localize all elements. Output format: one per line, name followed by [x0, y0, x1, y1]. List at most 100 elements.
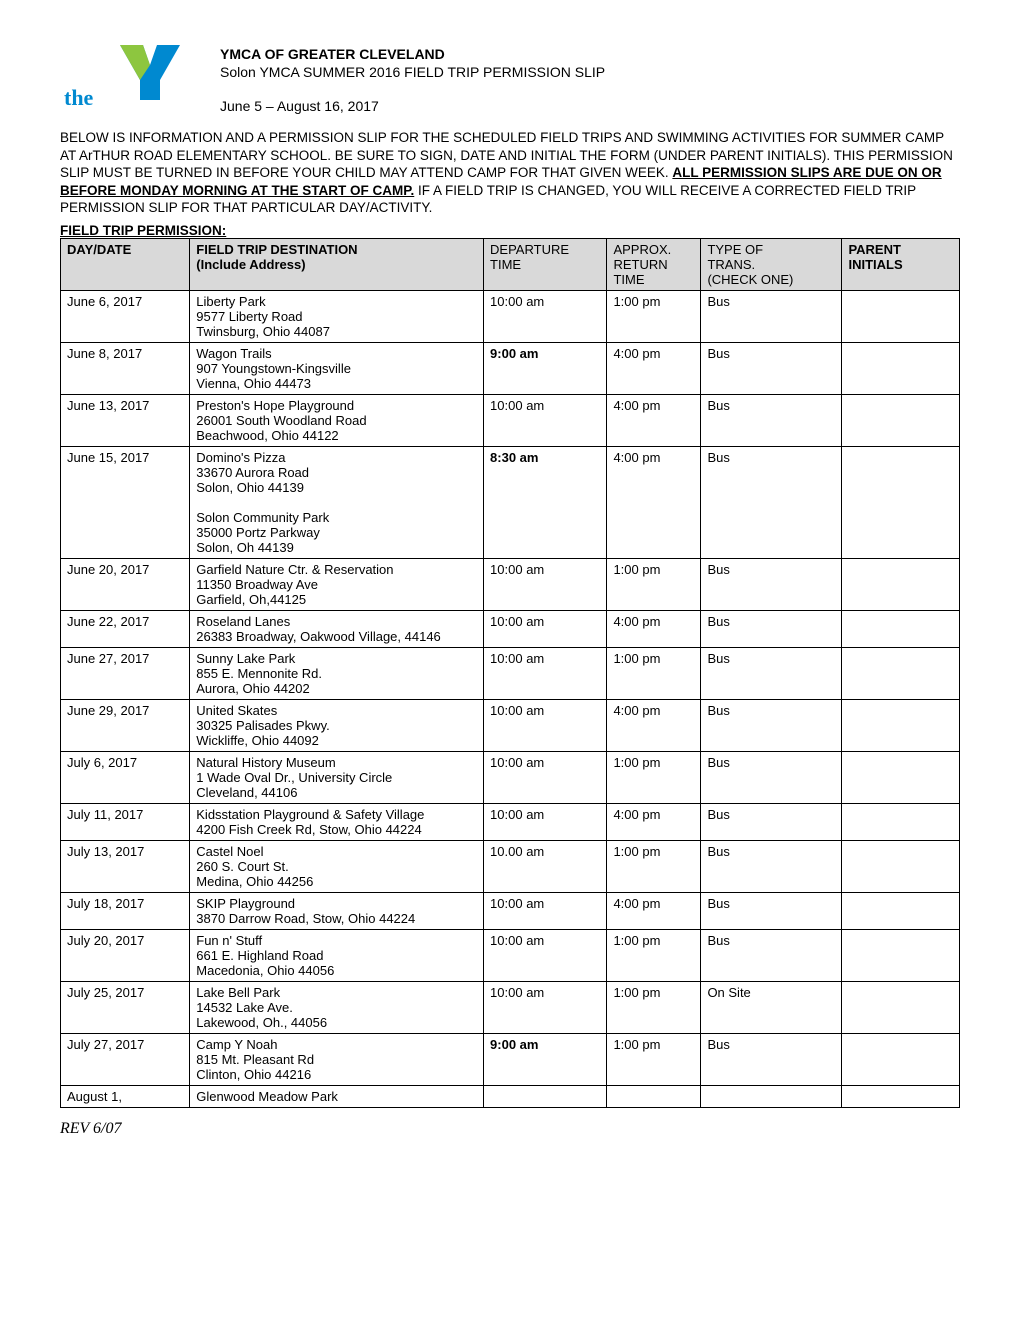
table-cell: 10:00 am [484, 699, 607, 751]
table-cell: 1:00 pm [607, 981, 701, 1033]
table-cell: Castel Noel260 S. Court St.Medina, Ohio … [190, 840, 484, 892]
intro-paragraph: BELOW IS INFORMATION AND A PERMISSION SL… [60, 129, 960, 217]
table-cell: 10:00 am [484, 981, 607, 1033]
table-row: July 6, 2017Natural History Museum1 Wade… [61, 751, 960, 803]
table-cell: United Skates30325 Palisades Pkwy.Wickli… [190, 699, 484, 751]
y-logo-icon [115, 40, 185, 115]
table-cell: Garfield Nature Ctr. & Reservation11350 … [190, 558, 484, 610]
table-cell: Bus [701, 558, 842, 610]
table-cell: June 22, 2017 [61, 610, 190, 647]
table-cell: 1:00 pm [607, 751, 701, 803]
table-cell [842, 892, 960, 929]
table-cell: 4:00 pm [607, 394, 701, 446]
table-cell: On Site [701, 981, 842, 1033]
table-cell [842, 699, 960, 751]
table-cell: Liberty Park9577 Liberty RoadTwinsburg, … [190, 290, 484, 342]
col-return: APPROX.RETURNTIME [607, 238, 701, 290]
table-cell: SKIP Playground3870 Darrow Road, Stow, O… [190, 892, 484, 929]
table-cell: June 29, 2017 [61, 699, 190, 751]
table-cell: 4:00 pm [607, 610, 701, 647]
section-label: FIELD TRIP PERMISSION: [60, 223, 960, 238]
table-cell: 10:00 am [484, 647, 607, 699]
table-cell: Lake Bell Park14532 Lake Ave.Lakewood, O… [190, 981, 484, 1033]
table-cell [842, 1033, 960, 1085]
table-cell: Sunny Lake Park855 E. Mennonite Rd.Auror… [190, 647, 484, 699]
table-cell: Bus [701, 840, 842, 892]
col-initials: PARENTINITIALS [842, 238, 960, 290]
table-cell [842, 803, 960, 840]
table-cell: June 20, 2017 [61, 558, 190, 610]
table-cell [842, 840, 960, 892]
org-title: YMCA OF GREATER CLEVELAND [220, 46, 605, 62]
table-cell: 10:00 am [484, 892, 607, 929]
table-cell: 10.00 am [484, 840, 607, 892]
table-cell: June 27, 2017 [61, 647, 190, 699]
table-cell: Bus [701, 342, 842, 394]
table-cell [842, 929, 960, 981]
table-cell: June 13, 2017 [61, 394, 190, 446]
table-row: June 27, 2017Sunny Lake Park855 E. Menno… [61, 647, 960, 699]
table-cell: 1:00 pm [607, 290, 701, 342]
table-cell: July 11, 2017 [61, 803, 190, 840]
table-cell: 4:00 pm [607, 803, 701, 840]
table-cell: 10:00 am [484, 803, 607, 840]
table-cell: Glenwood Meadow Park [190, 1085, 484, 1107]
col-date: DAY/DATE [61, 238, 190, 290]
table-row: June 22, 2017Roseland Lanes26383 Broadwa… [61, 610, 960, 647]
table-cell [842, 446, 960, 558]
table-cell: 4:00 pm [607, 699, 701, 751]
table-cell: Bus [701, 929, 842, 981]
table-cell: Bus [701, 803, 842, 840]
logo-the-text: the [64, 85, 93, 111]
table-cell [842, 290, 960, 342]
table-cell: 1:00 pm [607, 840, 701, 892]
table-cell: July 6, 2017 [61, 751, 190, 803]
table-cell: 9:00 am [484, 342, 607, 394]
table-cell: 1:00 pm [607, 558, 701, 610]
table-cell: June 15, 2017 [61, 446, 190, 558]
table-row: August 1,Glenwood Meadow Park [61, 1085, 960, 1107]
table-cell [842, 394, 960, 446]
table-row: July 27, 2017Camp Y Noah815 Mt. Pleasant… [61, 1033, 960, 1085]
table-cell: June 6, 2017 [61, 290, 190, 342]
table-row: July 13, 2017Castel Noel260 S. Court St.… [61, 840, 960, 892]
table-cell: Bus [701, 699, 842, 751]
table-cell: 9:00 am [484, 1033, 607, 1085]
table-cell: 10:00 am [484, 290, 607, 342]
table-cell [842, 751, 960, 803]
col-transport: TYPE OFTRANS.(CHECK ONE) [701, 238, 842, 290]
table-cell: Bus [701, 1033, 842, 1085]
table-body: June 6, 2017Liberty Park9577 Liberty Roa… [61, 290, 960, 1107]
table-cell [842, 647, 960, 699]
table-cell: Natural History Museum1 Wade Oval Dr., U… [190, 751, 484, 803]
table-row: July 11, 2017Kidsstation Playground & Sa… [61, 803, 960, 840]
table-cell: August 1, [61, 1085, 190, 1107]
table-cell: Bus [701, 394, 842, 446]
table-cell [842, 1085, 960, 1107]
table-cell [484, 1085, 607, 1107]
table-cell: 10:00 am [484, 929, 607, 981]
table-cell: Kidsstation Playground & Safety Village4… [190, 803, 484, 840]
table-row: June 13, 2017 Preston's Hope Playground2… [61, 394, 960, 446]
table-cell: 10:00 am [484, 394, 607, 446]
table-cell [842, 981, 960, 1033]
table-header: DAY/DATE FIELD TRIP DESTINATION(Include … [61, 238, 960, 290]
table-cell [701, 1085, 842, 1107]
table-cell: Wagon Trails907 Youngstown-KingsvilleVie… [190, 342, 484, 394]
table-row: June 15, 2017Domino's Pizza33670 Aurora … [61, 446, 960, 558]
table-cell: Bus [701, 751, 842, 803]
revision-footer: REV 6/07 [60, 1120, 960, 1138]
table-cell [842, 558, 960, 610]
table-cell: Preston's Hope Playground26001 South Woo… [190, 394, 484, 446]
table-cell: Roseland Lanes26383 Broadway, Oakwood Vi… [190, 610, 484, 647]
table-cell: Camp Y Noah815 Mt. Pleasant RdClinton, O… [190, 1033, 484, 1085]
table-cell: 8:30 am [484, 446, 607, 558]
table-cell: July 13, 2017 [61, 840, 190, 892]
title-block: YMCA OF GREATER CLEVELAND Solon YMCA SUM… [220, 40, 605, 114]
table-cell: 1:00 pm [607, 647, 701, 699]
table-cell: July 20, 2017 [61, 929, 190, 981]
table-cell: Bus [701, 610, 842, 647]
table-cell [842, 342, 960, 394]
table-cell: 10:00 am [484, 558, 607, 610]
table-cell: 4:00 pm [607, 446, 701, 558]
